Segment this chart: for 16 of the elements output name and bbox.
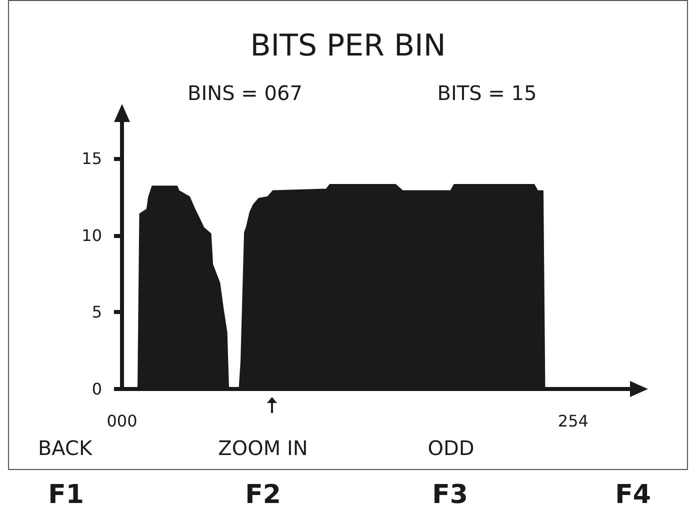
text: F1 (48, 480, 84, 510)
x-tick-label: 254 (558, 412, 588, 430)
text: F4 (615, 480, 651, 510)
text: BITS = 15 (437, 81, 537, 105)
chart-title: BITS PER BIN (250, 28, 446, 64)
text: BINS = 067 (188, 81, 302, 105)
text: F3 (432, 480, 468, 510)
text: F2 (245, 480, 281, 510)
text: BACK (38, 436, 93, 460)
y-tick-label: 0 (92, 380, 102, 398)
y-tick-label: 15 (82, 148, 102, 168)
text: ODD (428, 436, 474, 460)
x-tick-label: 000 (106, 412, 138, 430)
y-tick-label: 5 (92, 302, 102, 322)
y-tick-label: 10 (82, 226, 102, 245)
text: ZOOM IN (218, 436, 308, 460)
